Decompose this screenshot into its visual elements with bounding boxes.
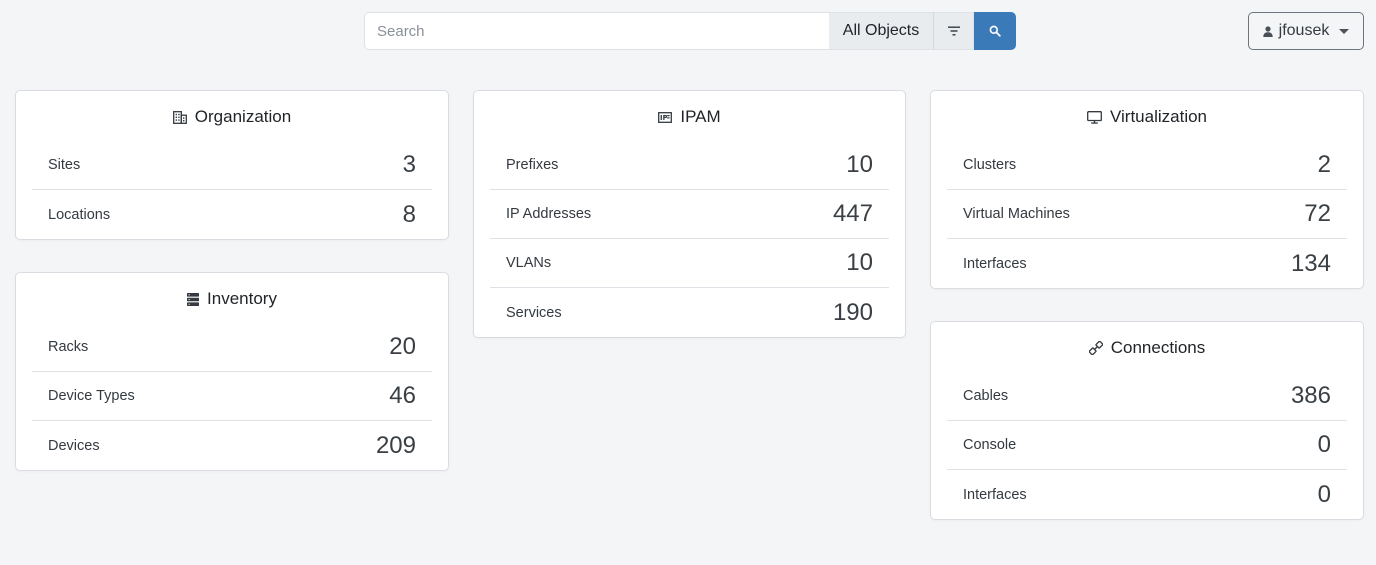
stat-row-console[interactable]: Console 0 (947, 421, 1347, 470)
stat-label: Interfaces (963, 255, 1027, 272)
stat-label: Device Types (48, 388, 135, 404)
monitor-icon (1087, 110, 1102, 124)
stat-row-racks[interactable]: Racks 20 (32, 323, 432, 372)
stat-label: Sites (48, 157, 81, 173)
ip-card-icon (658, 111, 673, 123)
stat-count: 386 (1290, 382, 1331, 409)
card-header: Virtualization (931, 91, 1363, 141)
card-header: IPAM (474, 91, 905, 141)
stat-row-services[interactable]: Services 190 (490, 288, 889, 337)
ipam-card: IPAM Prefixes 10 IP Addresses 447 VLANs … (473, 90, 906, 338)
stat-label: Services (506, 304, 562, 321)
stat-label: Devices (48, 437, 100, 454)
card-title: Virtualization (1109, 107, 1208, 126)
stat-row-devices[interactable]: Devices 209 (32, 421, 432, 470)
user-icon (1262, 25, 1273, 37)
user-menu-button[interactable]: jfousek (1248, 12, 1364, 50)
card-title: Connections (1110, 338, 1206, 357)
username: jfousek (1278, 22, 1330, 39)
stat-row-cables[interactable]: Cables 386 (947, 372, 1347, 421)
stat-label: Virtual Machines (963, 206, 1070, 222)
stat-row-vlans[interactable]: VLANs 10 (490, 239, 889, 288)
chevron-down-icon (1339, 28, 1350, 34)
stat-label: IP Addresses (506, 206, 592, 222)
search-icon (989, 25, 1001, 37)
stat-count: 2 (1317, 151, 1331, 178)
card-title: Inventory (207, 289, 277, 308)
stat-count: 8 (402, 200, 416, 228)
connections-card: Connections Cables 386 Console 0 Interfa… (930, 321, 1364, 520)
stat-row-virtual-machines[interactable]: Virtual Machines 72 (947, 190, 1347, 239)
stat-count: 20 (389, 333, 416, 360)
stat-count: 0 (1317, 480, 1331, 508)
search-button[interactable] (974, 12, 1016, 50)
stat-count: 209 (375, 431, 416, 459)
stat-label: Console (963, 437, 1017, 453)
stat-row-vm-interfaces[interactable]: Interfaces 134 (947, 239, 1347, 288)
card-header: Organization (16, 91, 448, 141)
stat-count: 0 (1317, 431, 1331, 458)
stat-label: Interfaces (963, 486, 1027, 503)
filter-icon (947, 26, 960, 36)
filter-button[interactable] (933, 12, 974, 50)
stat-label: Racks (48, 339, 89, 355)
stat-row-device-types[interactable]: Device Types 46 (32, 372, 432, 421)
card-header: Inventory (16, 273, 448, 323)
stat-count: 134 (1290, 249, 1331, 277)
inventory-card: Inventory Racks 20 Device Types 46 Devic… (15, 272, 449, 471)
stat-count: 190 (832, 298, 873, 326)
search-input[interactable] (364, 12, 829, 50)
stat-row-ip-addresses[interactable]: IP Addresses 447 (490, 190, 889, 239)
stat-row-locations[interactable]: Locations 8 (32, 190, 432, 239)
stat-label: Clusters (963, 157, 1017, 173)
card-title: Organization (194, 107, 292, 126)
stat-row-interface-connections[interactable]: Interfaces 0 (947, 470, 1347, 519)
card-header: Connections (931, 322, 1363, 372)
virtualization-card: Virtualization Clusters 2 Virtual Machin… (930, 90, 1364, 289)
building-icon (172, 110, 187, 124)
stat-count: 72 (1304, 200, 1331, 227)
stat-label: VLANs (506, 255, 552, 271)
stat-row-clusters[interactable]: Clusters 2 (947, 141, 1347, 190)
search-bar: All Objects (364, 12, 1016, 50)
stat-count: 46 (389, 382, 416, 409)
stat-label: Locations (48, 206, 111, 223)
stat-label: Prefixes (506, 157, 559, 173)
stat-count: 10 (846, 151, 873, 178)
stat-label: Cables (963, 388, 1009, 404)
search-scope-select[interactable]: All Objects (829, 12, 933, 50)
stat-row-prefixes[interactable]: Prefixes 10 (490, 141, 889, 190)
organization-card: Organization Sites 3 Locations 8 (15, 90, 449, 240)
card-title: IPAM (680, 107, 721, 126)
stat-count: 10 (846, 249, 873, 276)
cable-icon (1088, 341, 1103, 355)
stat-count: 447 (832, 200, 873, 227)
stat-row-sites[interactable]: Sites 3 (32, 141, 432, 190)
stat-count: 3 (402, 151, 416, 178)
server-icon (187, 292, 200, 306)
